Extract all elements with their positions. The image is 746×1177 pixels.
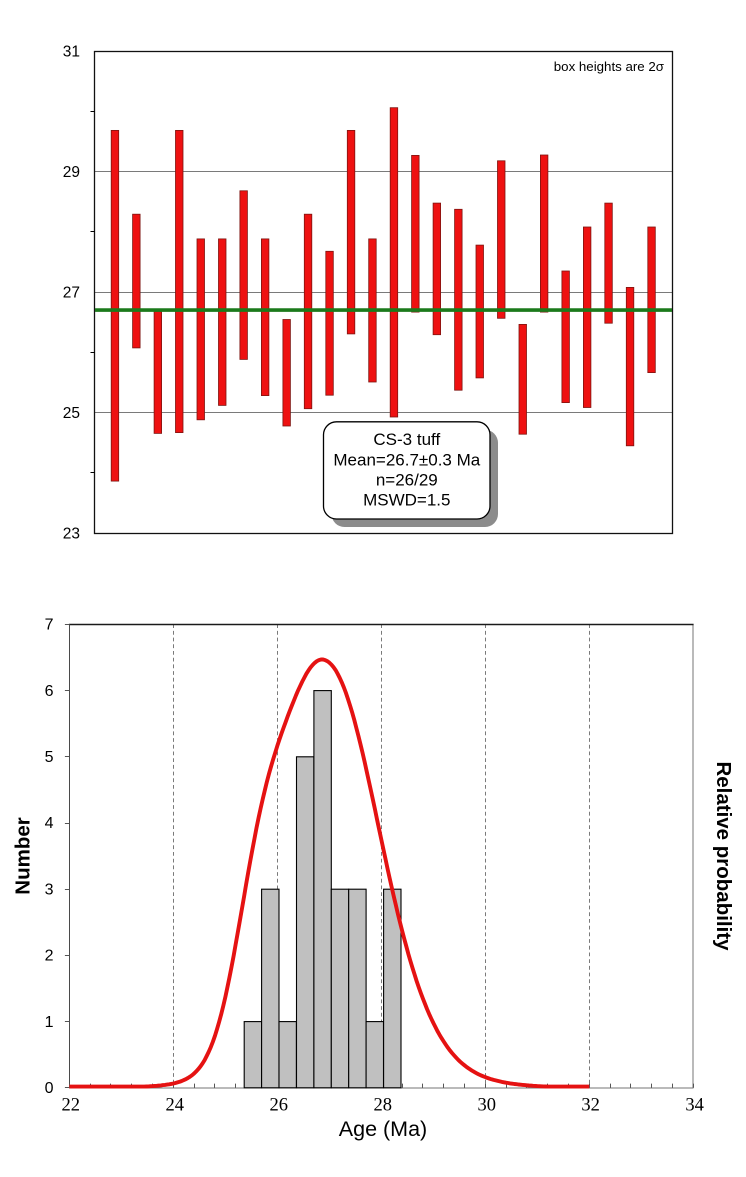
svg-text:32: 32 [581,1096,600,1116]
svg-text:6: 6 [45,683,54,700]
svg-text:4: 4 [45,815,54,832]
svg-text:Mean=26.7±0.3 Ma: Mean=26.7±0.3 Ma [333,450,480,469]
svg-text:31: 31 [63,44,80,61]
svg-text:7: 7 [45,617,54,634]
svg-text:Number: Number [12,817,35,894]
svg-text:25: 25 [63,405,80,422]
svg-text:1: 1 [45,1014,54,1031]
svg-text:MSWD=1.5: MSWD=1.5 [363,491,450,510]
svg-text:26: 26 [269,1096,288,1116]
svg-text:box heights are 2σ: box heights are 2σ [554,59,664,74]
svg-text:23: 23 [63,526,80,543]
svg-text:n=26/29: n=26/29 [376,470,438,489]
svg-text:5: 5 [45,749,54,766]
svg-text:3: 3 [45,881,54,898]
svg-text:22: 22 [62,1096,81,1116]
svg-text:2: 2 [45,948,54,965]
svg-text:28: 28 [373,1096,392,1116]
svg-text:0: 0 [45,1080,54,1097]
svg-text:34: 34 [685,1096,704,1116]
svg-text:CS-3 tuff: CS-3 tuff [373,430,440,449]
svg-text:30: 30 [477,1096,496,1116]
svg-text:24: 24 [166,1096,185,1116]
svg-text:Age (Ma): Age (Ma) [339,1117,427,1141]
svg-text:29: 29 [63,164,80,181]
svg-text:27: 27 [63,285,80,302]
svg-text:Relative probability: Relative probability [712,761,735,951]
